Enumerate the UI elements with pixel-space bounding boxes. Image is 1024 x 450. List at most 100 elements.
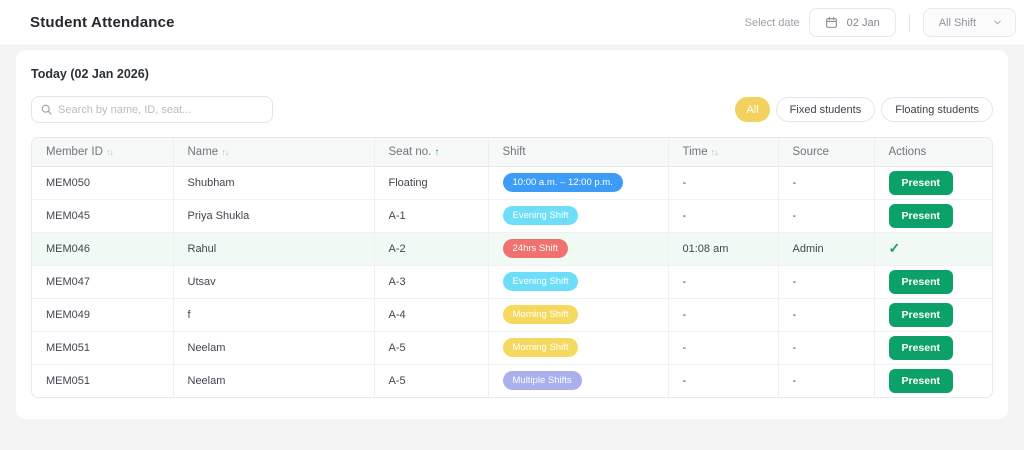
cell-name: Neelam [173, 331, 375, 365]
shift-badge: Morning Shift [502, 305, 579, 324]
sort-icon[interactable]: ↑↓ [105, 146, 114, 157]
cell-seat: A-2 [374, 232, 489, 266]
cell-member-id: MEM049 [32, 298, 174, 332]
page-title: Student Attendance [30, 14, 175, 31]
cell-actions: Present [874, 199, 992, 233]
cell-shift: Evening Shift [488, 265, 669, 299]
calendar-icon [825, 16, 838, 29]
column-header-member-id[interactable]: Member ID ↑↓ [32, 138, 174, 167]
today-heading: Today (02 Jan 2026) [31, 67, 149, 81]
cell-source: - [778, 265, 875, 299]
cell-member-id: MEM046 [32, 232, 174, 266]
cell-shift: Evening Shift [488, 199, 669, 233]
cell-time: - [668, 298, 779, 332]
cell-seat: A-4 [374, 298, 489, 332]
cell-shift: 10:00 a.m. – 12:00 p.m. [488, 166, 669, 200]
cell-source: Admin [778, 232, 875, 266]
filter-chip-fixed-students[interactable]: Fixed students [775, 97, 876, 122]
cell-time: - [668, 331, 779, 365]
top-bar-controls: Select date 02 Jan All Shift [745, 8, 1016, 37]
cell-shift: Multiple Shifts [488, 364, 669, 397]
present-button[interactable]: Present [888, 269, 954, 294]
shift-badge: 10:00 a.m. – 12:00 p.m. [502, 173, 623, 192]
shift-filter-dropdown[interactable]: All Shift [922, 8, 1016, 37]
attendance-table: Member ID ↑↓ Name ↑↓ Seat no. ↑ Shift Time ↑↓ Sou… [32, 138, 992, 397]
present-button[interactable]: Present [888, 335, 954, 360]
cell-actions: Present [874, 364, 992, 397]
table-row: MEM051 Neelam A-5 Multiple Shifts - - Pr… [32, 364, 992, 397]
present-button[interactable]: Present [888, 170, 954, 195]
cell-name: Priya Shukla [173, 199, 375, 233]
cell-shift: 24hrs Shift [488, 232, 669, 266]
shift-filter-value: All Shift [938, 16, 976, 29]
table-header-row: Member ID ↑↓ Name ↑↓ Seat no. ↑ Shift Time ↑↓ Sou… [32, 138, 992, 167]
cell-name: f [173, 298, 375, 332]
cell-seat: A-5 [374, 364, 489, 397]
search-input[interactable] [31, 96, 273, 123]
filter-chip-all[interactable]: All [735, 97, 770, 122]
present-button[interactable]: Present [888, 203, 954, 228]
cell-time: - [668, 265, 779, 299]
cell-actions: Present [874, 265, 992, 299]
cell-name: Utsav [173, 265, 375, 299]
date-picker-button[interactable]: 02 Jan [808, 8, 896, 37]
cell-shift: Morning Shift [488, 331, 669, 365]
cell-source: - [778, 331, 875, 365]
shift-badge: Morning Shift [502, 338, 579, 357]
table-row: MEM050 Shubham Floating 10:00 a.m. – 12:… [32, 166, 992, 200]
sort-icon[interactable]: ↑↓ [710, 146, 719, 157]
column-header-shift[interactable]: Shift [488, 138, 669, 167]
cell-member-id: MEM050 [32, 166, 174, 200]
divider [908, 13, 910, 32]
column-header-actions[interactable]: Actions [874, 138, 992, 167]
cell-seat: A-3 [374, 265, 489, 299]
table-row: MEM051 Neelam A-5 Morning Shift - - Pres… [32, 331, 992, 365]
cell-member-id: MEM047 [32, 265, 174, 299]
sort-icon[interactable]: ↑ [434, 146, 440, 158]
cell-time: - [668, 364, 779, 397]
cell-seat: A-1 [374, 199, 489, 233]
cell-member-id: MEM051 [32, 364, 174, 397]
cell-seat: A-5 [374, 331, 489, 365]
cell-seat: Floating [374, 166, 489, 200]
cell-member-id: MEM045 [32, 199, 174, 233]
table-row: MEM047 Utsav A-3 Evening Shift - - Prese… [32, 265, 992, 299]
present-button[interactable]: Present [888, 302, 954, 327]
cell-time: 01:08 am [668, 232, 779, 266]
column-header-time[interactable]: Time ↑↓ [668, 138, 779, 167]
table-row: MEM046 Rahul A-2 24hrs Shift 01:08 am Ad… [32, 232, 992, 266]
cell-name: Rahul [173, 232, 375, 266]
cell-member-id: MEM051 [32, 331, 174, 365]
cell-source: - [778, 364, 875, 397]
select-date-label: Select date [744, 16, 800, 29]
column-header-source[interactable]: Source [778, 138, 875, 167]
shift-badge: Evening Shift [502, 206, 579, 225]
chevron-down-icon [992, 17, 1003, 28]
table-row: MEM045 Priya Shukla A-1 Evening Shift - … [32, 199, 992, 233]
cell-shift: Morning Shift [488, 298, 669, 332]
column-header-seat-no-[interactable]: Seat no. ↑ [374, 138, 489, 167]
sort-icon[interactable]: ↑↓ [221, 146, 229, 157]
attendance-table-wrap: Member ID ↑↓ Name ↑↓ Seat no. ↑ Shift Time ↑↓ Sou… [31, 137, 993, 398]
cell-name: Neelam [173, 364, 375, 397]
search-wrap [31, 96, 273, 123]
top-bar: Student Attendance Select date 02 Jan Al… [0, 0, 1024, 46]
filter-chip-floating-students[interactable]: Floating students [881, 97, 993, 122]
student-type-filters: All Fixed students Floating students [735, 97, 993, 122]
date-picker-value: 02 Jan [846, 16, 880, 29]
present-button[interactable]: Present [888, 368, 954, 393]
cell-source: - [778, 298, 875, 332]
column-header-name[interactable]: Name ↑↓ [173, 138, 375, 167]
cell-time: - [668, 199, 779, 233]
cell-actions: Present [874, 298, 992, 332]
search-icon [41, 104, 52, 115]
table-row: MEM049 f A-4 Morning Shift - - Present [32, 298, 992, 332]
shift-badge: 24hrs Shift [502, 239, 568, 258]
cell-actions: Present [874, 331, 992, 365]
shift-badge: Multiple Shifts [502, 371, 582, 391]
check-icon: ✓ [888, 240, 901, 256]
cell-actions: Present [874, 166, 992, 200]
cell-actions: ✓ [874, 232, 992, 266]
